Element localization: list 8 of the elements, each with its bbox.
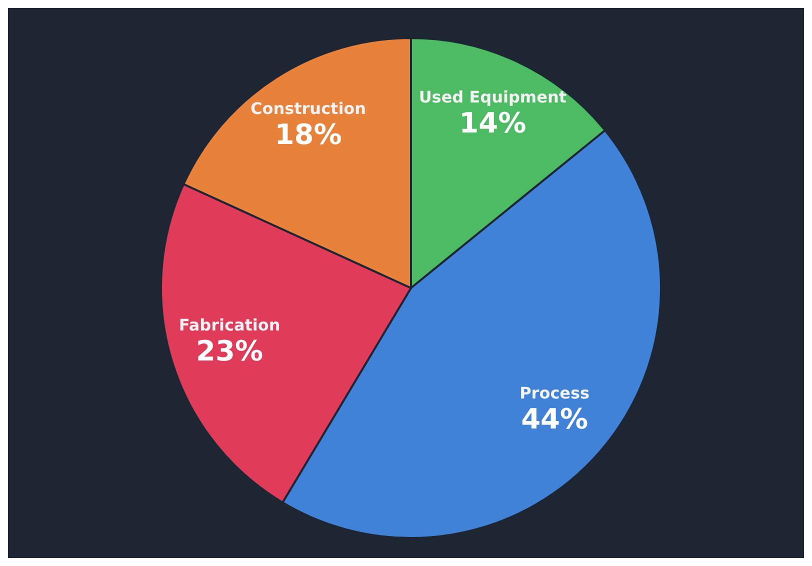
slice-label: Fabrication [178,315,280,334]
slice-label: Used Equipment [418,87,567,106]
slice-label: Construction [250,99,366,118]
data-label: 44% [521,402,588,436]
data-label: 18% [274,118,342,152]
slice-label: Process [520,383,590,402]
data-label: 23% [196,334,264,368]
data-label: 14% [459,106,526,140]
